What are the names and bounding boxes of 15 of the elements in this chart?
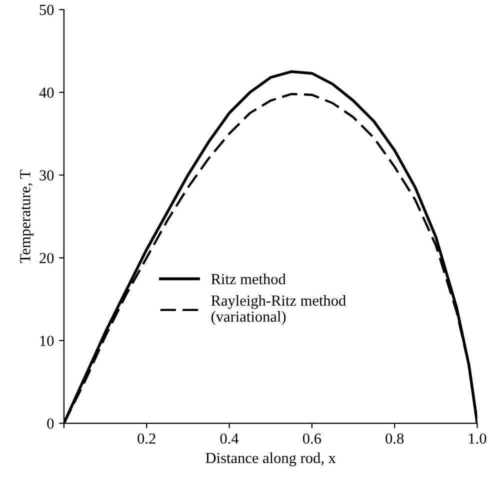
y-tick-label: 0 bbox=[47, 418, 54, 429]
x-tick-label: 1.0 bbox=[469, 433, 486, 444]
y-tick-label: 20 bbox=[40, 252, 54, 264]
x-tick-label: 0.8 bbox=[386, 433, 404, 444]
x-tick-label: 0.2 bbox=[138, 433, 156, 444]
x-tick-label: 0.4 bbox=[220, 433, 239, 444]
y-tick-label: 30 bbox=[40, 170, 54, 181]
legend-label: Ritz method bbox=[211, 274, 286, 284]
legend-label: Rayleigh-Ritz method (variational) bbox=[211, 295, 346, 325]
y-axis-title: Temperature, T bbox=[20, 170, 34, 264]
y-tick-label: 50 bbox=[40, 4, 54, 16]
x-axis-title: Distance along rod, x bbox=[206, 452, 336, 466]
y-tick-label: 40 bbox=[39, 87, 54, 98]
x-tick-label: 0.6 bbox=[302, 433, 322, 444]
y-tick-label: 10 bbox=[40, 336, 54, 346]
